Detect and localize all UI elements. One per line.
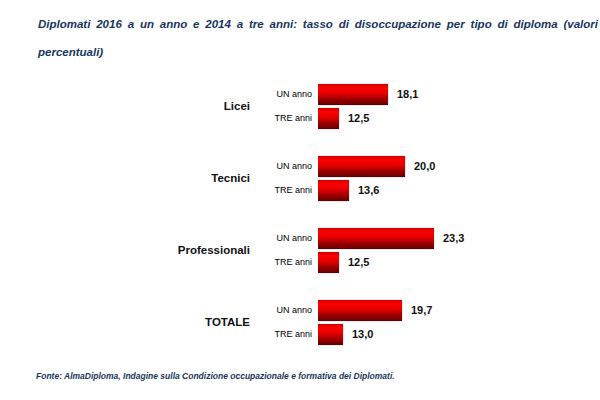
bar-tre-anni xyxy=(318,323,344,346)
value-label: 23,3 xyxy=(443,226,464,250)
bar-row: TRE anni 13,6 xyxy=(0,178,600,202)
bar-un-anno xyxy=(318,299,403,322)
series-label: TRE anni xyxy=(253,250,312,274)
bar-un-anno xyxy=(318,83,389,106)
series-label: UN anno xyxy=(253,226,312,250)
value-label: 19,7 xyxy=(411,298,432,322)
series-label: UN anno xyxy=(253,154,312,178)
bar-row: TRE anni 12,5 xyxy=(0,250,600,274)
bar-row: UN anno 20,0 xyxy=(0,154,600,178)
chart-group-totale: TOTALEUN anno19,7TRE anni13,0 xyxy=(0,298,600,346)
bar-row: UN anno 23,3 xyxy=(0,226,600,250)
bar-row: TRE anni 13,0 xyxy=(0,322,600,346)
bar-tre-anni xyxy=(318,251,340,274)
value-label: 18,1 xyxy=(397,82,418,106)
value-label: 20,0 xyxy=(414,154,435,178)
series-label: UN anno xyxy=(253,82,312,106)
chart-title: Diplomati 2016 a un anno e 2014 a tre an… xyxy=(38,10,598,66)
bar-row: UN anno 18,1 xyxy=(0,82,600,106)
bar-row: TRE anni 12,5 xyxy=(0,106,600,130)
series-label: TRE anni xyxy=(253,106,312,130)
bar-chart: LiceiUN anno18,1TRE anni12,5TecniciUN an… xyxy=(0,82,600,370)
value-label: 12,5 xyxy=(348,250,369,274)
bar-tre-anni xyxy=(318,107,340,130)
bar-row: UN anno 19,7 xyxy=(0,298,600,322)
series-label: TRE anni xyxy=(253,322,312,346)
chart-group-licei: LiceiUN anno18,1TRE anni12,5 xyxy=(0,82,600,130)
chart-title-line2: percentuali) xyxy=(38,38,598,66)
source-note: Fonte: AlmaDiploma, Indagine sulla Condi… xyxy=(36,371,596,381)
bar-tre-anni xyxy=(318,179,350,202)
value-label: 12,5 xyxy=(348,106,369,130)
chart-group-tecnici: TecniciUN anno20,0TRE anni13,6 xyxy=(0,154,600,202)
series-label: UN anno xyxy=(253,298,312,322)
chart-group-professionali: ProfessionaliUN anno23,3TRE anni12,5 xyxy=(0,226,600,274)
value-label: 13,0 xyxy=(352,322,373,346)
chart-title-line1: Diplomati 2016 a un anno e 2014 a tre an… xyxy=(38,10,598,38)
bar-un-anno xyxy=(318,227,435,250)
bar-un-anno xyxy=(318,155,406,178)
series-label: TRE anni xyxy=(253,178,312,202)
value-label: 13,6 xyxy=(358,178,379,202)
